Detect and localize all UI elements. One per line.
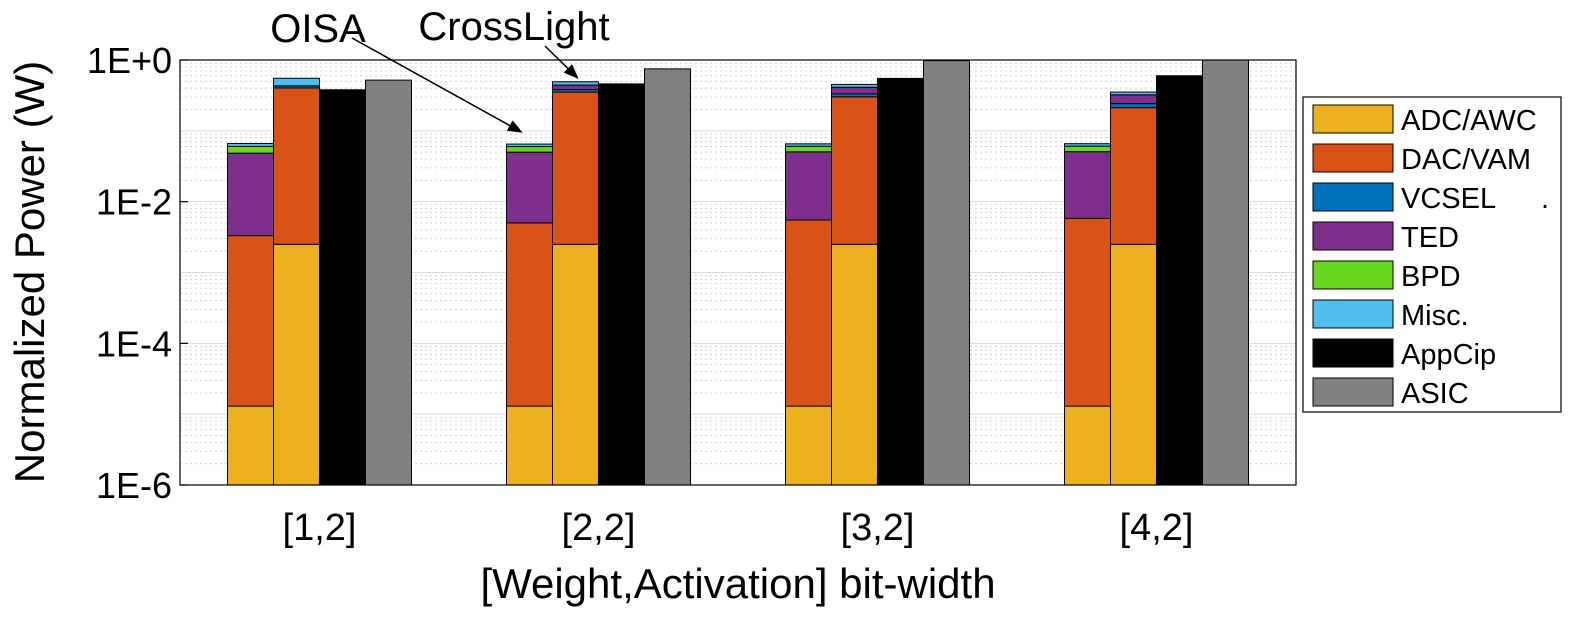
bar-segment-oisa-bpd [506,146,553,153]
legend-label: ADC/AWC [1401,105,1537,137]
plot-frame [179,59,1297,486]
annotation-oisa-arrow [351,37,523,133]
bar-segment-oisa-ted [1064,151,1111,219]
bar-appcip [1156,75,1203,486]
legend-swatch-misc- [1312,299,1394,329]
bar-segment-oisa-bpd [785,145,832,153]
bar-segment-oisa-misc- [785,143,832,147]
legend-label: TED [1401,222,1459,254]
bar-segment-oisa-ted [227,152,274,237]
annotation-crosslight-arrow [544,45,579,79]
legend-label: ASIC [1401,378,1469,410]
bar-appcip [877,77,924,486]
bar-segment-oisa-ted [506,151,553,224]
x-ticks: [1,2] [2,2] [3,2] [4,2] [283,477,1194,549]
bar-segment-crosslight-dac-vam [273,87,320,245]
legend: ADC/AWC DAC/VAM VCSEL TED BPD Misc. AppCip ASIC… [1302,96,1562,413]
bar-asic [644,68,691,486]
bar-segment-crosslight-ted [831,86,878,95]
bar-asic [1202,59,1249,486]
bar-segment-crosslight-misc- [831,83,878,88]
legend-swatch-ted [1312,221,1394,251]
bar-segment-oisa-adc-awc [227,405,274,486]
bar-segment-oisa-bpd [227,145,274,154]
bars-layer [227,59,1249,486]
bar-segment-crosslight-adc-awc [552,243,599,486]
legend-swatch-dac-vam [1312,143,1394,173]
bar-segment-oisa-misc- [506,143,553,148]
y-tick-label: 1E+0 [87,40,172,81]
bar-segment-crosslight-dac-vam [1110,107,1157,245]
legend-label: VCSEL [1401,183,1496,215]
legend-label: DAC/VAM [1401,144,1531,176]
bar-segment-crosslight-ted [1110,94,1157,105]
x-tick-label: [2,2] [562,507,636,549]
bar-segment-oisa-ted [785,151,832,221]
y-tick-label: 1E-2 [96,182,172,223]
legend-swatch-vcsel [1312,182,1394,212]
bar-segment-crosslight-misc- [1110,91,1157,96]
bar-segment-crosslight-adc-awc [273,243,320,486]
bar-appcip [598,83,645,486]
bar-segment-oisa-dac-vam [785,219,832,407]
legend-label: AppCip [1401,339,1496,371]
bar-segment-oisa-misc- [1064,143,1111,147]
x-tick-label: [1,2] [283,507,357,549]
bar-segment-crosslight-ted [552,84,599,91]
bar-segment-oisa-dac-vam [1064,217,1111,407]
bar-segment-oisa-adc-awc [1064,405,1111,486]
bar-segment-crosslight-misc- [552,81,599,86]
legend-swatch-adc-awc [1312,104,1394,134]
bar-segment-oisa-bpd [1064,145,1111,153]
annotation-crosslight-label: CrossLight [418,5,609,49]
bar-segment-crosslight-dac-vam [552,91,599,245]
annotations: OISA CrossLight [270,5,610,133]
x-tick-label: [4,2] [1120,507,1194,549]
bar-segment-oisa-adc-awc [506,405,553,486]
y-ticks: 1E-6 1E-4 1E-2 1E+0 [87,40,188,506]
legend-stray-mark: . [1541,183,1549,215]
bar-segment-crosslight-dac-vam [831,96,878,245]
bar-appcip [319,89,366,486]
y-tick-label: 1E-6 [96,465,172,506]
y-tick-label: 1E-4 [96,323,172,364]
annotation-oisa-label: OISA [270,7,366,51]
bar-segment-oisa-adc-awc [785,405,832,486]
legend-label: Misc. [1401,300,1469,332]
bar-segment-oisa-misc- [227,142,274,147]
legend-swatch-appcip [1312,338,1394,368]
legend-swatch-asic [1312,377,1394,407]
legend-swatch-bpd [1312,260,1394,290]
bar-asic [923,60,970,486]
bar-asic [365,79,412,486]
bar-segment-crosslight-adc-awc [1110,243,1157,486]
bar-segment-oisa-dac-vam [506,222,553,407]
bar-segment-crosslight-adc-awc [831,243,878,486]
x-tick-label: [3,2] [841,507,915,549]
bar-segment-oisa-dac-vam [227,235,274,407]
bar-segment-crosslight-vcsel [1110,103,1157,109]
legend-label: BPD [1401,261,1461,293]
bar-segment-crosslight-misc- [273,77,320,87]
y-axis-label: Normalized Power (W) [6,61,53,483]
x-axis-label: [Weight,Activation] bit-width [480,560,995,607]
